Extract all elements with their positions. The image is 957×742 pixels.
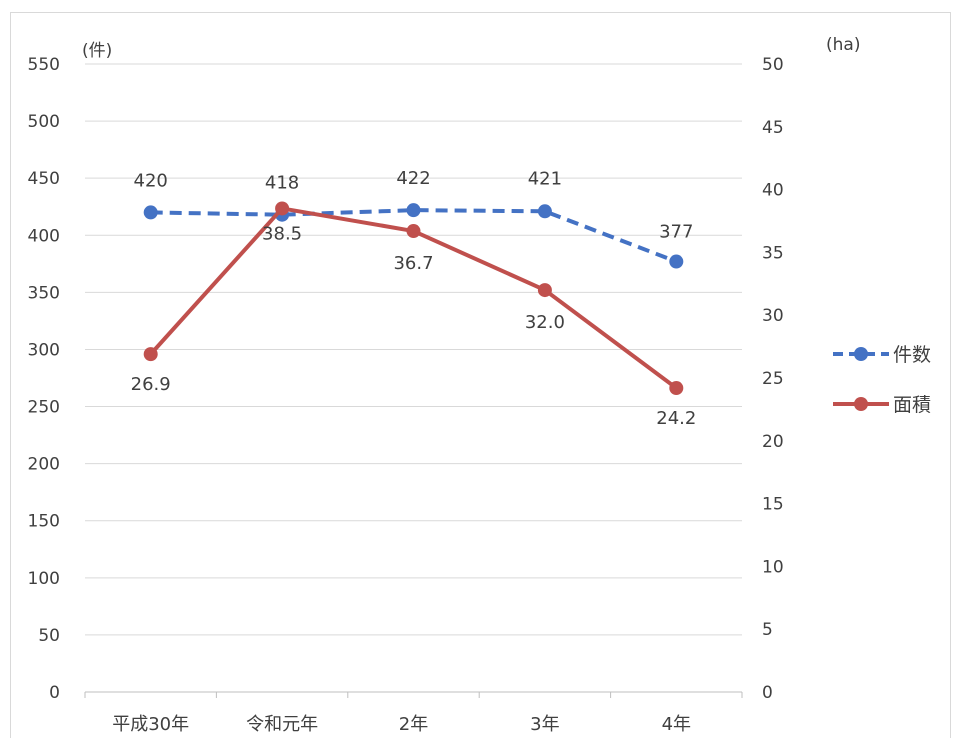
y-left-tick-label: 450 — [28, 169, 60, 189]
data-point — [406, 224, 421, 239]
y-right-tick-label: 0 — [762, 683, 773, 703]
legend-marker — [854, 347, 868, 361]
x-tick-label: 平成30年 — [112, 714, 189, 735]
axes: 0 50 100 150 200 250 300 350 400 450 500 550 0 5 10 15 2… — [28, 55, 784, 735]
data-point — [537, 283, 552, 298]
y-left-tick-label: 0 — [49, 683, 60, 703]
gridlines — [85, 63, 742, 636]
y-right-tick-label: 50 — [762, 55, 784, 75]
data-point — [143, 347, 158, 362]
data-point — [406, 203, 421, 218]
y-right-tick-label: 10 — [762, 557, 784, 577]
data-point — [537, 204, 552, 219]
data-label: 32.0 — [525, 312, 565, 333]
y-left-tick-label: 100 — [28, 569, 60, 589]
y-left-tick-label: 350 — [28, 283, 60, 303]
y-left-tick-label: 500 — [28, 112, 60, 132]
y-left-tick-label: 550 — [28, 55, 60, 75]
data-point — [143, 205, 158, 220]
x-tick-label: 4年 — [662, 714, 691, 735]
data-label: 24.2 — [656, 408, 696, 429]
data-label: 377 — [659, 222, 693, 243]
data-label: 420 — [134, 170, 168, 191]
legend-label: 件数 — [893, 344, 931, 366]
x-tick-label: 令和元年 — [246, 714, 318, 735]
data-point — [669, 254, 684, 269]
data-label: 38.5 — [262, 223, 302, 244]
y-left-tick-label: 250 — [28, 398, 60, 418]
y-right-tick-label: 15 — [762, 495, 784, 515]
data-point — [669, 381, 684, 396]
x-tick-label: 3年 — [530, 714, 559, 735]
y-right-tick-label: 30 — [762, 306, 784, 326]
data-label: 36.7 — [393, 253, 433, 274]
x-tick-label: 2年 — [399, 714, 428, 735]
legend-marker — [854, 397, 868, 411]
data-point — [275, 201, 290, 216]
y-right-tick-label: 25 — [762, 369, 784, 389]
series — [143, 201, 684, 396]
y-right-tick-label: 5 — [762, 620, 773, 640]
y-axis-left-title: (件) — [82, 41, 112, 61]
data-label: 26.9 — [131, 374, 171, 395]
data-labels: 420 418 422 421 377 26.9 38.5 36.7 32.0 24.2 — [131, 168, 697, 429]
y-left-tick-label: 150 — [28, 512, 60, 532]
y-left-tick-label: 50 — [38, 626, 60, 646]
y-left-tick-label: 300 — [28, 340, 60, 360]
y-right-tick-label: 45 — [762, 118, 784, 138]
y-left-tick-label: 200 — [28, 455, 60, 475]
data-label: 421 — [528, 168, 562, 189]
y-right-tick-label: 40 — [762, 181, 784, 201]
series-line-count — [150, 208, 678, 264]
chart-border — [10, 12, 951, 742]
y-right-tick-label: 20 — [762, 432, 784, 452]
data-label: 422 — [396, 168, 430, 189]
data-label: 418 — [265, 173, 299, 194]
y-axis-right-title: (ha) — [826, 35, 860, 55]
y-left-tick-label: 400 — [28, 226, 60, 246]
legend-label: 面積 — [893, 394, 931, 416]
y-right-tick-label: 35 — [762, 243, 784, 263]
